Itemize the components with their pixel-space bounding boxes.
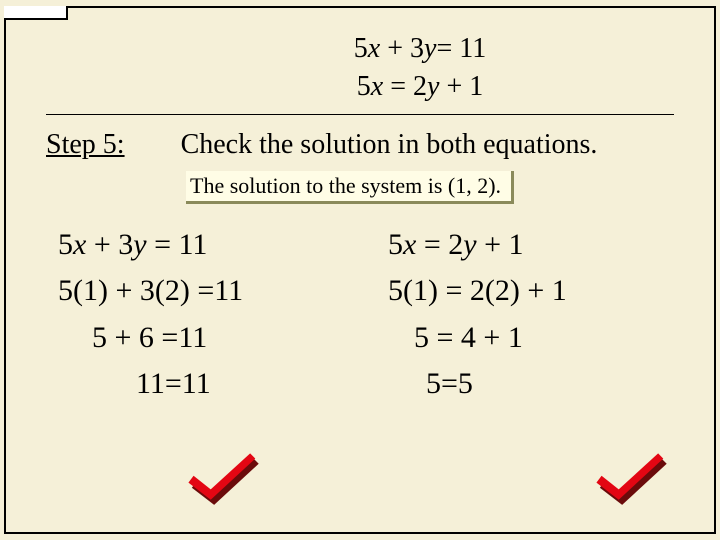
colA-result: 11=11 (58, 361, 332, 408)
colA-simplify: 5 + 6 =11 (58, 315, 332, 362)
step-instruction: Check the solution in both equations. (181, 129, 598, 161)
corner-accent (4, 6, 68, 20)
eq1-y: y (424, 33, 436, 64)
eq2-seg2: = 2 (383, 71, 427, 102)
eq2-y: y (427, 71, 439, 102)
colB-sub: 5(1) = 2(2) + 1 (388, 268, 662, 315)
divider (46, 114, 674, 115)
eq2-seg3: + 1 (439, 71, 483, 102)
eq2-x: x (371, 71, 383, 102)
checkmark-icon (584, 450, 674, 510)
col-right: 5x = 2y + 1 5(1) = 2(2) + 1 5 = 4 + 1 5=… (388, 222, 662, 408)
equation-1: 5x + 3y= 11 (166, 30, 674, 68)
eq1-seg: 5 (354, 33, 368, 64)
system-equations: 5x + 3y= 11 5x = 2y + 1 (166, 30, 674, 106)
checkmark-icon (176, 450, 266, 510)
step-label: Step 5: (46, 129, 125, 161)
eq1-x: x (368, 33, 380, 64)
colB-simplify: 5 = 4 + 1 (388, 315, 662, 362)
step-row: Step 5: Check the solution in both equat… (46, 129, 674, 161)
equation-2: 5x = 2y + 1 (166, 68, 674, 106)
slide-frame: 5x + 3y= 11 5x = 2y + 1 Step 5: Check th… (4, 6, 716, 534)
eq2-seg: 5 (357, 71, 371, 102)
colA-sub: 5(1) + 3(2) =11 (58, 268, 332, 315)
solution-highlight: The solution to the system is (1, 2). (186, 171, 514, 204)
col-left: 5x + 3y = 11 5(1) + 3(2) =11 5 + 6 =11 1… (58, 222, 332, 408)
eq1-seg2: + 3 (380, 33, 424, 64)
work-columns: 5x + 3y = 11 5(1) + 3(2) =11 5 + 6 =11 1… (46, 222, 674, 408)
colB-result: 5=5 (388, 361, 662, 408)
colB-eq: 5x = 2y + 1 (388, 222, 662, 269)
colA-eq: 5x + 3y = 11 (58, 222, 332, 269)
eq1-seg3: = 11 (436, 33, 486, 64)
